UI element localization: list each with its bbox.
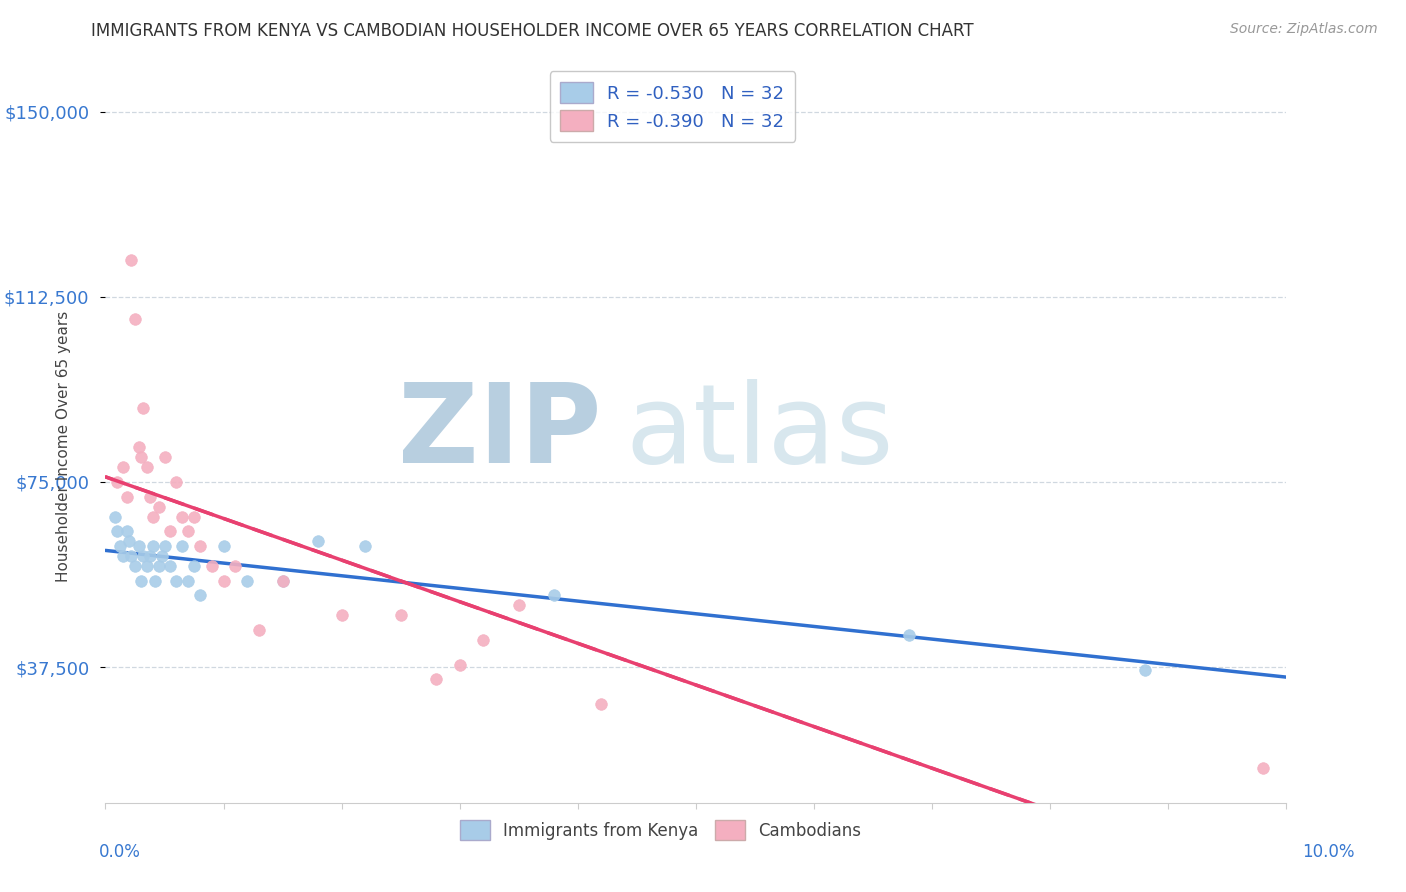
Text: Source: ZipAtlas.com: Source: ZipAtlas.com <box>1230 22 1378 37</box>
Point <box>135 460 157 475</box>
Point <box>159 524 181 539</box>
Point <box>212 539 235 553</box>
Point <box>105 475 128 489</box>
Point <box>153 539 176 553</box>
Point <box>183 558 205 573</box>
Point <box>307 534 329 549</box>
Point <box>115 524 138 539</box>
Point <box>128 539 150 553</box>
Point <box>142 539 165 553</box>
Point <box>354 539 377 553</box>
Point <box>132 401 155 415</box>
Point <box>188 589 211 603</box>
Point <box>177 524 200 539</box>
Point <box>118 534 141 549</box>
Point <box>124 312 146 326</box>
Point <box>150 549 173 563</box>
Text: atlas: atlas <box>626 379 894 486</box>
Point <box>183 509 205 524</box>
Point <box>165 574 187 588</box>
Point <box>104 509 127 524</box>
Point <box>132 549 155 563</box>
Text: ZIP: ZIP <box>398 379 602 486</box>
Point <box>120 252 142 267</box>
Point <box>508 599 530 613</box>
Text: 0.0%: 0.0% <box>98 843 141 861</box>
Point <box>129 574 152 588</box>
Point <box>224 558 246 573</box>
Point <box>153 450 176 465</box>
Point <box>330 608 353 623</box>
Point <box>142 509 165 524</box>
Point <box>139 490 162 504</box>
Point <box>449 657 471 672</box>
Point <box>124 558 146 573</box>
Point <box>135 558 157 573</box>
Point <box>543 589 565 603</box>
Point <box>112 549 135 563</box>
Point <box>129 450 152 465</box>
Point <box>271 574 294 588</box>
Point <box>165 475 187 489</box>
Point <box>389 608 412 623</box>
Point <box>247 623 270 637</box>
Text: IMMIGRANTS FROM KENYA VS CAMBODIAN HOUSEHOLDER INCOME OVER 65 YEARS CORRELATION : IMMIGRANTS FROM KENYA VS CAMBODIAN HOUSE… <box>91 22 974 40</box>
Point <box>897 628 920 642</box>
Text: Householder Income Over 65 years: Householder Income Over 65 years <box>56 310 70 582</box>
Point <box>112 460 135 475</box>
Point <box>177 574 200 588</box>
Point <box>1251 761 1274 775</box>
Point <box>128 441 150 455</box>
Point <box>172 539 194 553</box>
Point <box>425 673 447 687</box>
Point <box>148 500 170 514</box>
Point <box>188 539 211 553</box>
Point <box>115 490 138 504</box>
Point <box>271 574 294 588</box>
Point <box>172 509 194 524</box>
Point <box>108 539 131 553</box>
Text: 10.0%: 10.0% <box>1302 843 1355 861</box>
Legend: Immigrants from Kenya, Cambodians: Immigrants from Kenya, Cambodians <box>453 814 868 847</box>
Point <box>591 697 613 711</box>
Point <box>148 558 170 573</box>
Point <box>212 574 235 588</box>
Point <box>1133 663 1156 677</box>
Point <box>159 558 181 573</box>
Point <box>472 632 495 647</box>
Point <box>139 549 162 563</box>
Point <box>236 574 259 588</box>
Point <box>143 574 166 588</box>
Point <box>105 524 128 539</box>
Point <box>120 549 142 563</box>
Point <box>201 558 224 573</box>
